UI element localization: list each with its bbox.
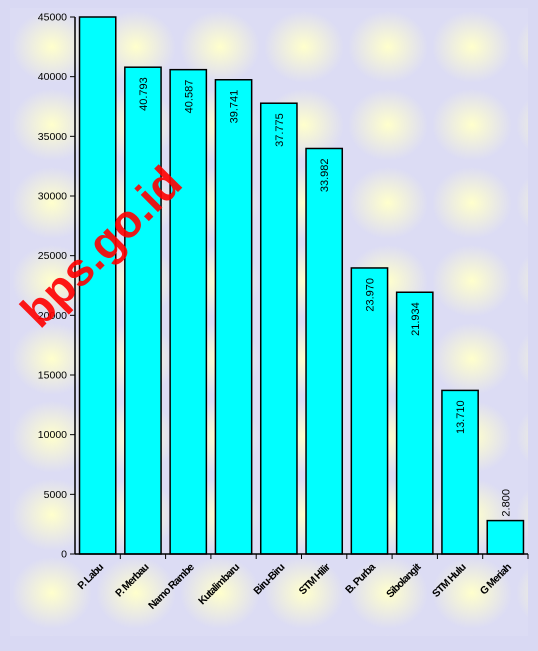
bar-data-label: 2.800: [500, 489, 512, 517]
bar: [395, 291, 434, 555]
bar-data-label: 33.982: [319, 158, 331, 192]
bar: [124, 66, 162, 555]
bar-data-label: 40.793: [138, 77, 150, 111]
bar-data-label: 13.710: [455, 400, 467, 434]
y-tick-label: 0: [61, 549, 67, 561]
bar: [169, 68, 208, 555]
bar-data-label: 21.934: [410, 302, 422, 336]
bar: [350, 267, 389, 555]
y-tick-label: 15000: [38, 370, 67, 382]
bar-data-label: 37.775: [274, 113, 286, 147]
y-tick-label: 35000: [38, 131, 67, 143]
bar-data-label: 23.970: [364, 278, 376, 312]
bar: [259, 102, 298, 555]
bar: [305, 147, 344, 555]
bar-data-label: 39.741: [229, 90, 241, 124]
bar: [214, 79, 253, 555]
y-tick-label: 5000: [44, 489, 68, 501]
y-tick-label: 20000: [38, 310, 67, 322]
y-tick-label: 45000: [38, 12, 67, 24]
bar: [486, 519, 525, 555]
y-tick-label: 30000: [38, 191, 67, 203]
y-tick-label: 40000: [38, 71, 67, 83]
y-tick-label: 25000: [38, 250, 67, 262]
bar-data-label: 40.587: [183, 80, 195, 114]
y-tick-label: 10000: [38, 429, 67, 441]
